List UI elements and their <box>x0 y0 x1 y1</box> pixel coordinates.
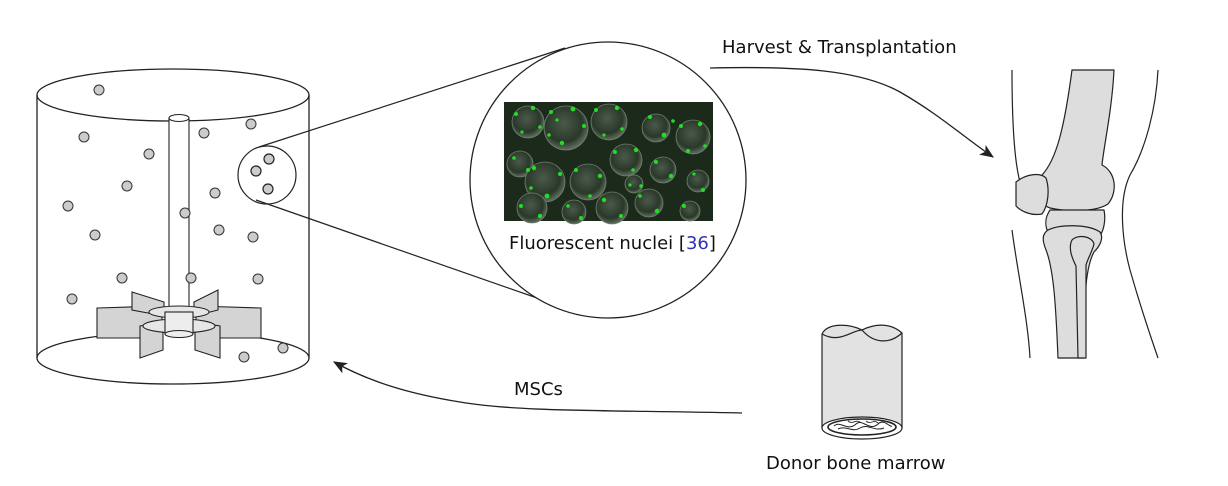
cell <box>245 118 257 130</box>
cell <box>262 183 274 195</box>
arrow-icon <box>709 66 994 158</box>
arrow-icon <box>332 361 743 414</box>
cell <box>143 148 155 160</box>
cell <box>252 273 264 285</box>
harvest-transplantation-label: Harvest & Transplantation <box>722 37 957 58</box>
magnified-region <box>237 145 297 205</box>
mscs-label: MSCs <box>514 379 563 400</box>
cell <box>277 342 289 354</box>
cell <box>213 224 225 236</box>
cell <box>179 207 191 219</box>
citation-link[interactable]: 36 <box>685 233 709 254</box>
cell <box>89 229 101 241</box>
caption-text: Fluorescent nuclei <box>509 233 674 254</box>
knee-joint-icon <box>1011 69 1159 359</box>
bone-sample-icon <box>821 324 903 440</box>
cell <box>66 293 78 305</box>
cell <box>78 131 90 143</box>
cell <box>62 200 74 212</box>
fluorescent-micrograph <box>504 102 713 225</box>
cell <box>93 84 105 96</box>
cell <box>121 180 133 192</box>
cell <box>238 351 250 363</box>
impeller-icon <box>96 113 262 359</box>
cell-group <box>62 84 289 363</box>
cell <box>247 231 259 243</box>
zoom-lines <box>255 47 566 307</box>
cell <box>198 127 210 139</box>
cell <box>209 187 221 199</box>
donor-bone-marrow-label: Donor bone marrow <box>766 453 946 474</box>
magnifier-circle <box>469 41 747 319</box>
cell <box>116 272 128 284</box>
citation: [36] <box>678 233 716 254</box>
cell <box>185 272 197 284</box>
cell <box>263 153 275 165</box>
cell <box>250 165 262 177</box>
fluorescent-nuclei-caption: Fluorescent nuclei [36] <box>509 233 716 255</box>
